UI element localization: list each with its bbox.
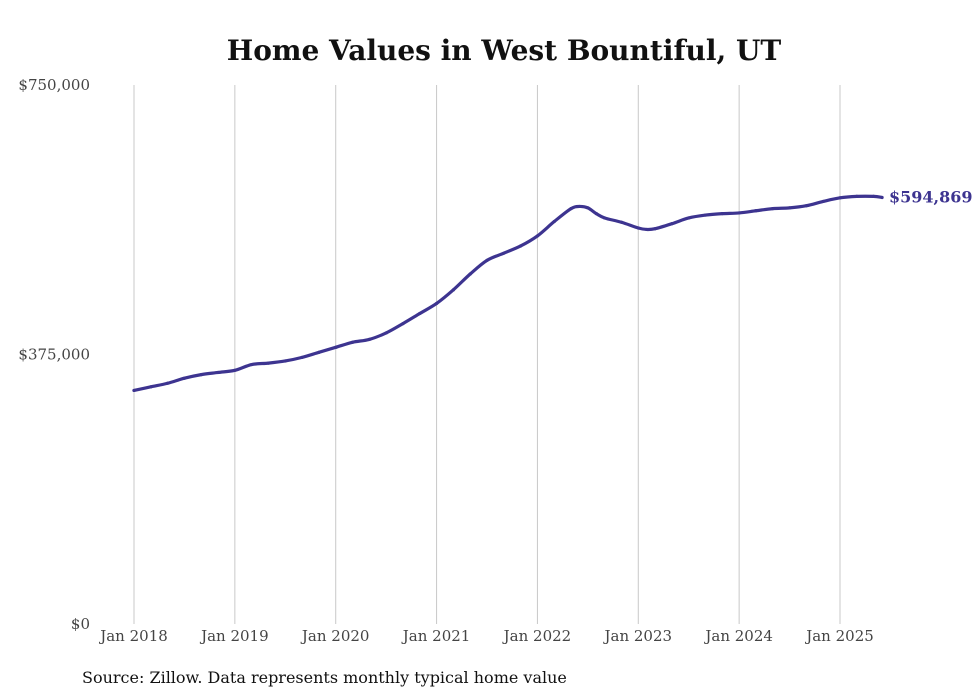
data-point [737,211,741,215]
data-point [821,199,825,204]
y-axis: $0 $375,000 $750,000 [18,76,90,633]
chart-title: Home Values in West Bountiful, UT [227,34,782,67]
data-point [434,301,439,306]
data-point [838,196,842,200]
data-point [250,362,254,367]
x-tick-label: Jan 2022 [502,627,572,645]
x-tick-label: Jan 2025 [804,627,874,645]
data-point [670,222,674,226]
data-point [653,227,657,231]
data-points [132,194,884,393]
data-point [577,204,582,209]
data-point [645,227,649,232]
data-point [166,381,170,385]
data-point [384,331,388,335]
data-point [149,385,153,389]
x-tick-label: Jan 2019 [199,627,269,645]
data-point [787,206,792,210]
data-point [804,204,808,208]
data-point [535,234,540,238]
y-tick-label: $0 [71,615,90,633]
gridlines [133,85,841,624]
data-point [771,207,775,211]
data-point [468,272,472,276]
data-point [300,355,304,359]
data-point [182,376,187,380]
data-point [334,345,338,349]
x-axis: Jan 2018 Jan 2019 Jan 2020 Jan 2021 Jan 2022… [98,627,874,645]
data-point [594,212,598,216]
x-tick-label: Jan 2021 [401,627,471,645]
data-point [350,340,355,344]
data-point [703,213,708,217]
end-value-label: $594,869 [889,187,973,206]
data-point [283,359,287,363]
data-point [132,388,136,393]
data-point [619,220,624,224]
data-point [233,368,237,372]
data-point [880,195,884,200]
x-tick-label: Jan 2020 [300,627,370,645]
data-point [502,251,506,255]
x-tick-label: Jan 2023 [603,627,673,645]
data-point [586,206,590,210]
data-point [401,321,405,326]
data-point [552,219,556,224]
data-point [485,258,489,262]
data-point [569,207,573,211]
data-point [636,226,640,230]
data-point [451,288,455,292]
data-point [317,350,321,354]
data-point [199,373,203,377]
data-point [872,194,876,198]
data-point [720,212,724,216]
source-note: Source: Zillow. Data represents monthly … [82,668,567,687]
series-line-home-value [132,194,884,393]
data-point [418,311,422,316]
data-point [367,337,371,342]
y-tick-label: $375,000 [18,346,90,364]
x-tick-label: Jan 2018 [98,627,168,645]
x-tick-label: Jan 2024 [703,627,773,645]
y-tick-label: $750,000 [18,76,90,94]
data-point [855,194,859,198]
data-point [603,216,607,220]
data-point [687,216,691,220]
data-point [519,244,523,248]
data-point [216,370,220,375]
data-point [754,209,758,213]
data-point [266,361,271,365]
